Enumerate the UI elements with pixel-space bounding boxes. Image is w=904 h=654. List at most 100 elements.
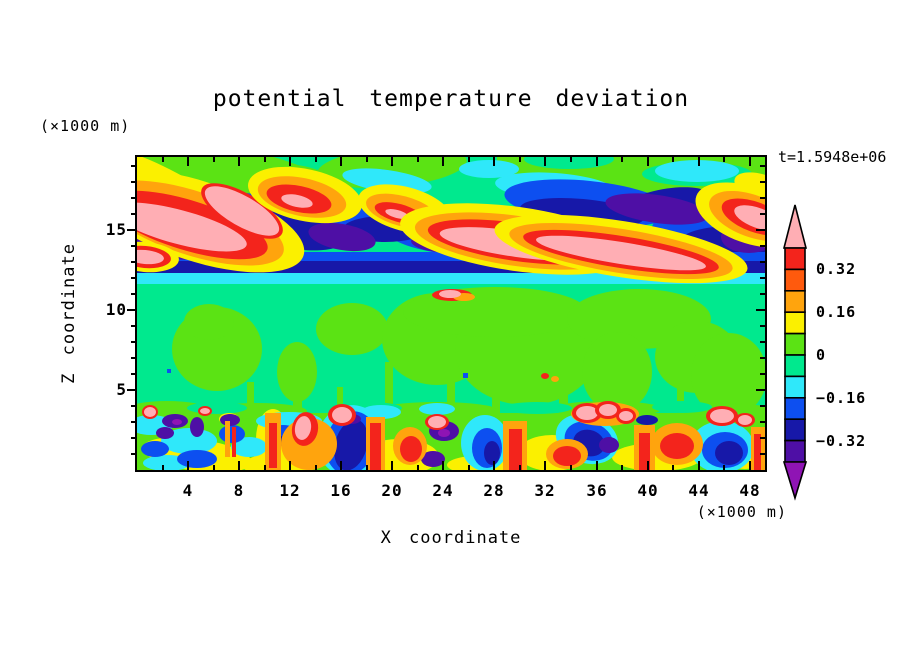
x-minor-tick-top (162, 157, 164, 162)
y-minor-tick-right (760, 261, 765, 263)
contour-region (308, 222, 376, 252)
x-major-tick (340, 461, 342, 470)
contour-region (502, 402, 572, 414)
colorbar-segment (784, 397, 806, 421)
x-minor-tick-top (723, 157, 725, 162)
contour-region (509, 429, 522, 470)
contour-region (167, 369, 171, 373)
x-axis-unit-label: (×1000 m) (696, 503, 787, 521)
y-minor-tick-right (760, 213, 765, 215)
x-major-tick-top (698, 157, 700, 166)
contour-region (660, 433, 694, 459)
x-tick-label: 36 (586, 481, 608, 500)
x-minor-tick-top (315, 157, 317, 162)
y-major-tick-right (756, 309, 765, 311)
x-minor-tick (570, 465, 572, 470)
contour-region (459, 160, 519, 178)
x-major-tick-top (289, 157, 291, 166)
x-minor-tick-top (570, 157, 572, 162)
y-minor-tick (131, 261, 137, 263)
x-axis-label: X coordinate (380, 528, 522, 548)
contour-region (144, 407, 156, 417)
y-minor-tick (131, 325, 137, 327)
colorbar-graphic (782, 204, 808, 501)
x-major-tick-top (187, 157, 189, 166)
x-minor-tick (315, 465, 317, 470)
contour-region (615, 371, 623, 421)
contour-region (137, 249, 164, 265)
x-tick-label: 4 (182, 481, 194, 500)
x-minor-tick (519, 465, 521, 470)
y-tick-label: 10 (105, 300, 127, 319)
contour-region (342, 168, 432, 194)
colorbar-segment (784, 290, 806, 314)
y-axis-label: Z coordinate (59, 243, 79, 384)
contour-region (293, 372, 302, 412)
y-major-tick (127, 229, 137, 231)
x-tick-label: 28 (483, 481, 505, 500)
colorbar-lower-arrow (782, 461, 808, 501)
contour-region (691, 333, 765, 417)
y-minor-tick-right (760, 437, 765, 439)
plot-frame (135, 155, 767, 472)
contour-region (141, 441, 169, 457)
contour-region (463, 373, 468, 378)
y-minor-tick (131, 213, 137, 215)
contour-field (135, 155, 767, 472)
y-minor-tick-right (760, 373, 765, 375)
colorbar-segment (784, 268, 806, 292)
x-minor-tick-top (468, 157, 470, 162)
contour-region (553, 446, 581, 466)
x-minor-tick-top (264, 157, 266, 162)
contour-region (639, 433, 650, 470)
contour-region (370, 423, 381, 470)
y-minor-tick-right (760, 197, 765, 199)
contour-region (484, 441, 500, 465)
contour-region (184, 304, 234, 340)
x-minor-tick-top (672, 157, 674, 162)
contour-region (385, 362, 393, 414)
contour-region (190, 417, 204, 437)
contour-region (599, 437, 619, 453)
x-minor-tick-top (366, 157, 368, 162)
contour-region (734, 205, 765, 231)
x-major-tick-top (749, 157, 751, 166)
x-major-tick-top (544, 157, 546, 166)
y-minor-tick (131, 197, 137, 199)
contour-region (754, 434, 761, 470)
x-major-tick-top (647, 157, 649, 166)
contour-region (137, 202, 247, 252)
x-major-tick (187, 461, 189, 470)
contour-region (232, 427, 236, 457)
x-minor-tick (672, 465, 674, 470)
contour-region (225, 421, 230, 457)
x-minor-tick (162, 465, 164, 470)
contour-region (524, 157, 614, 169)
x-minor-tick-top (519, 157, 521, 162)
contour-region (559, 379, 568, 423)
contour-region (428, 416, 446, 428)
x-major-tick (442, 461, 444, 470)
y-minor-tick (131, 245, 137, 247)
contour-region (281, 194, 313, 208)
x-tick-label: 12 (279, 481, 301, 500)
contour-region (438, 429, 450, 437)
x-major-tick-top (340, 157, 342, 166)
plot-area (135, 155, 767, 472)
contour-region (231, 437, 267, 457)
contour-region (655, 160, 739, 182)
colorbar-segment (784, 247, 806, 271)
contour-region (576, 406, 598, 420)
y-tick-label: 5 (116, 380, 127, 399)
y-minor-tick-right (760, 245, 765, 247)
colorbar-label: −0.16 (816, 388, 867, 407)
contour-region (337, 387, 343, 417)
contour-region (652, 401, 712, 413)
y-minor-tick (131, 293, 137, 295)
colorbar-segment (784, 311, 806, 335)
contour-region (619, 411, 633, 421)
colorbar-segment (784, 354, 806, 378)
x-minor-tick-top (417, 157, 419, 162)
contour-region (536, 235, 706, 271)
y-minor-tick-right (760, 325, 765, 327)
